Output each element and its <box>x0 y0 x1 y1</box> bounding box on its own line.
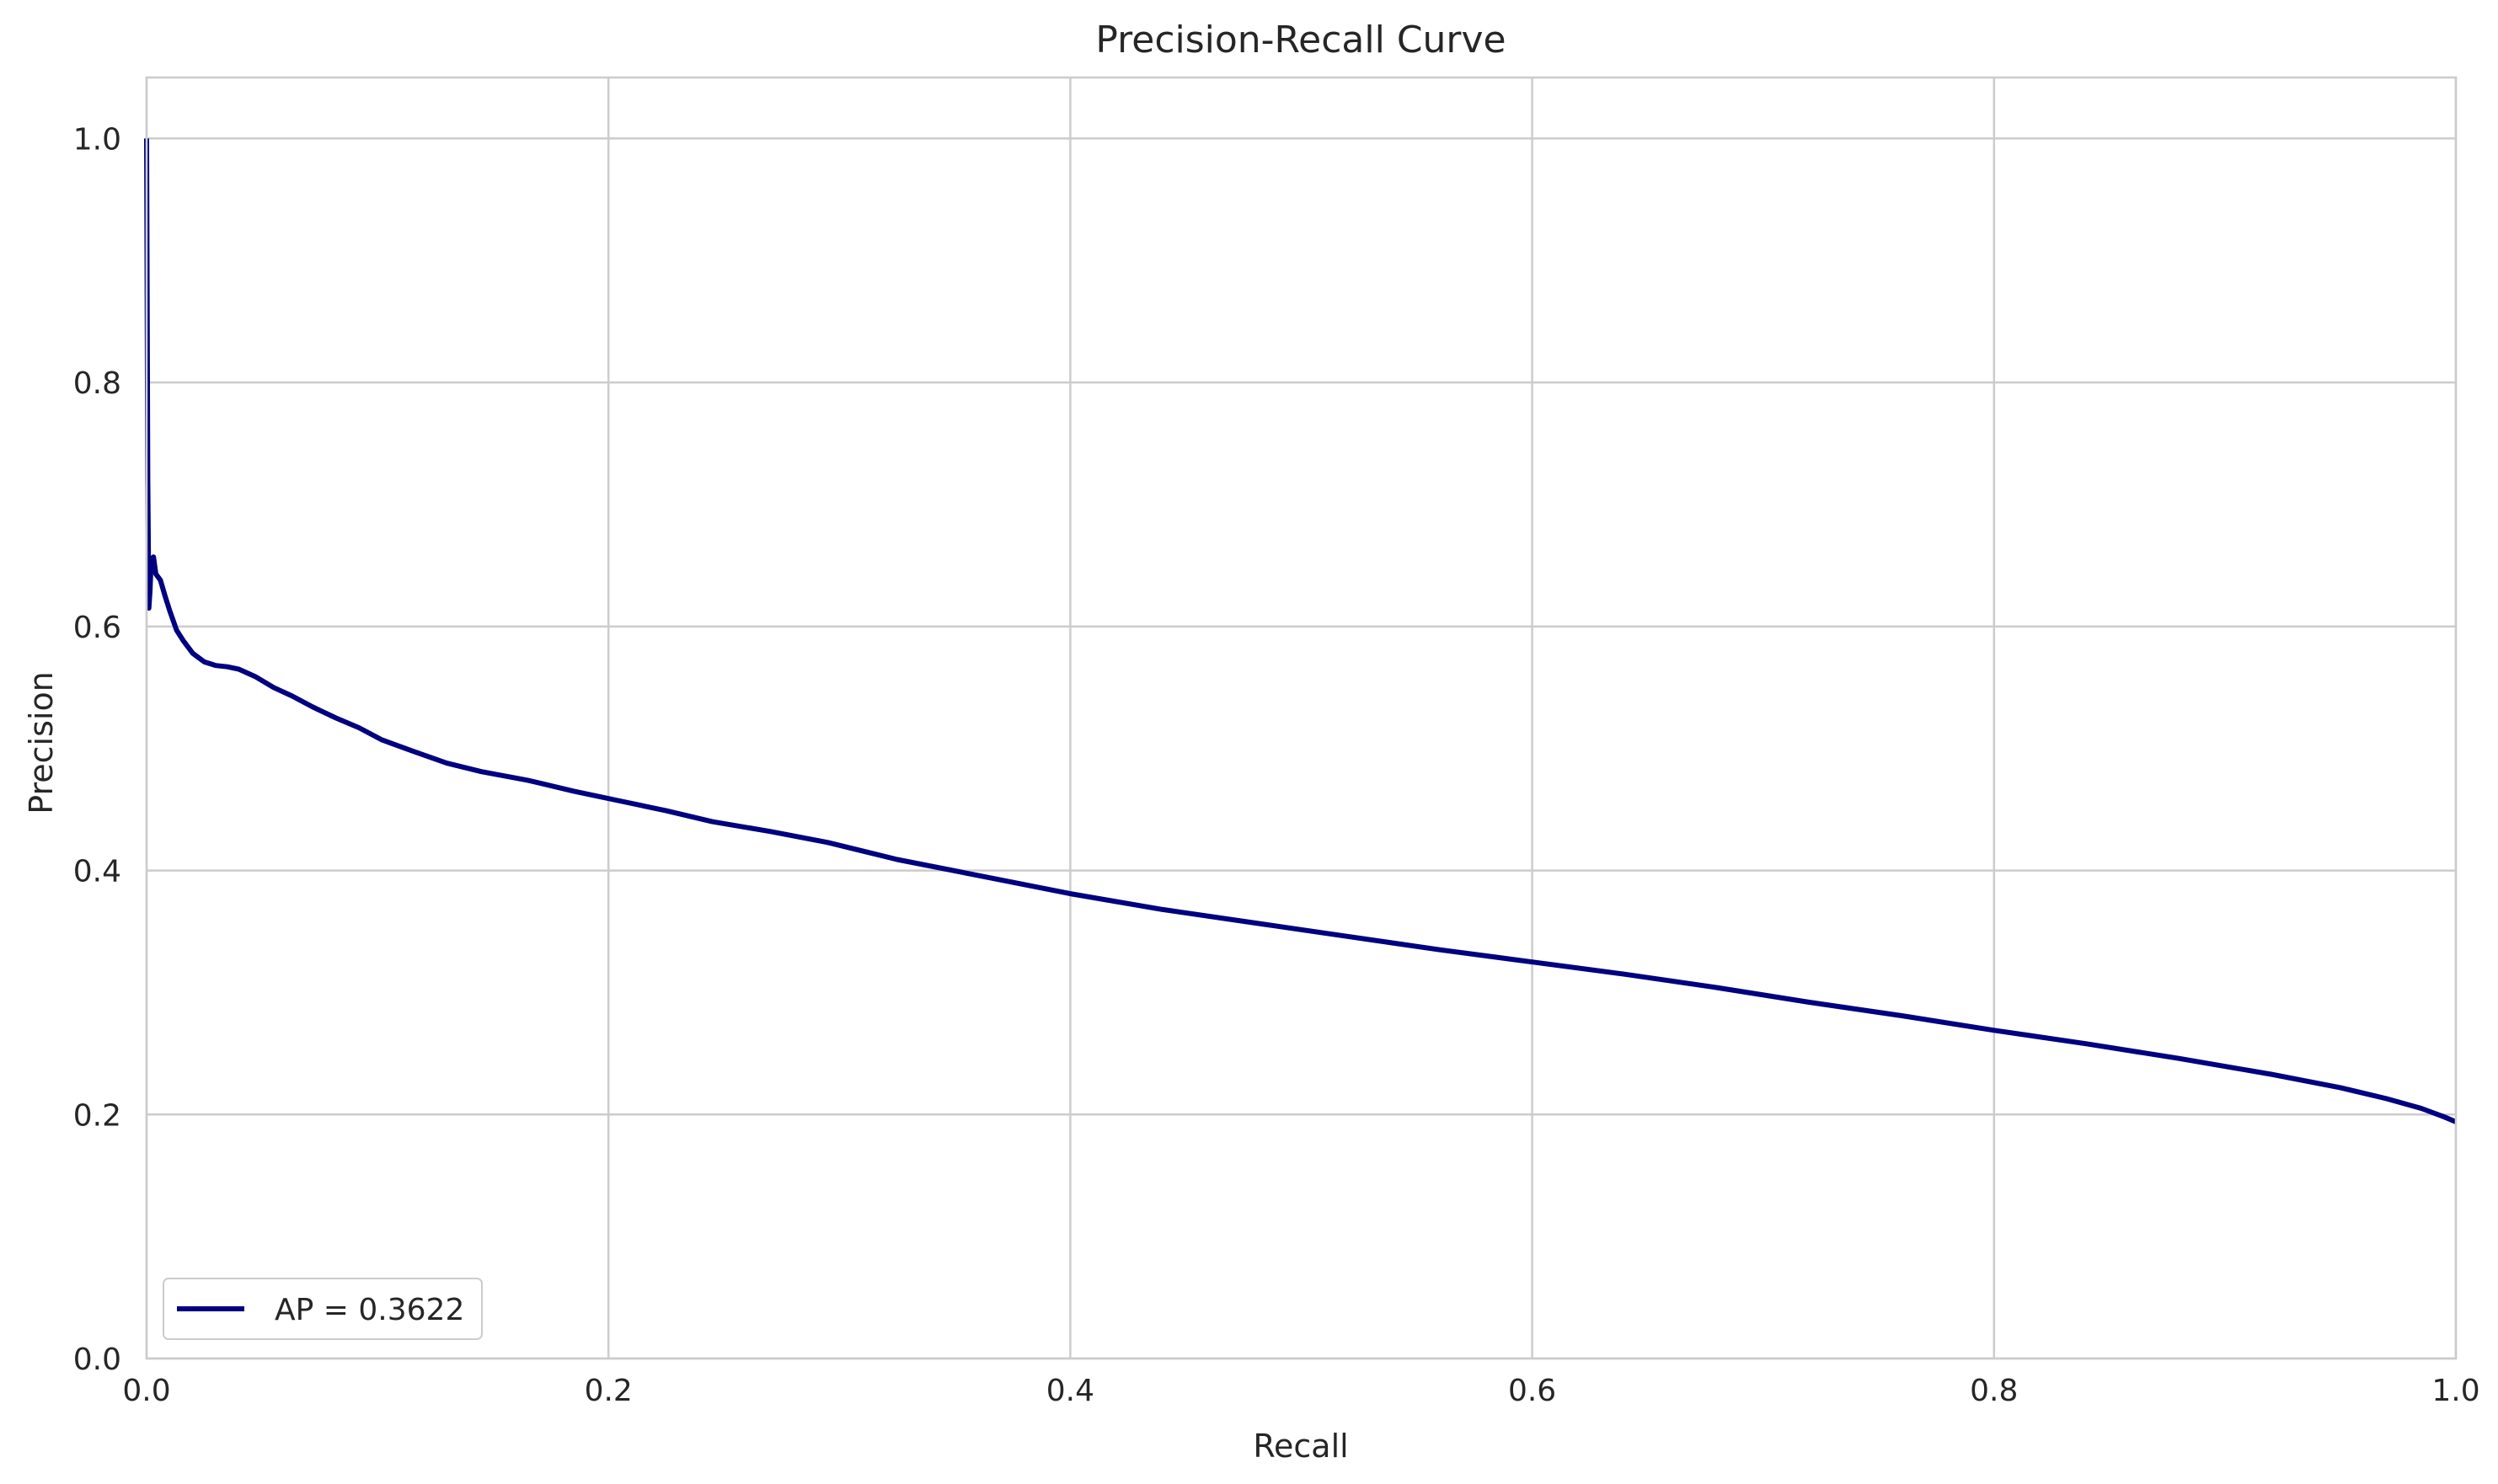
x-axis-label: Recall <box>1253 1428 1348 1465</box>
y-tick-label: 0.2 <box>73 1098 121 1133</box>
plot-frame <box>145 76 2458 1360</box>
x-tick-labels: 0.0 0.2 0.4 0.6 0.8 1.0 <box>122 1374 2479 1408</box>
x-tick-label: 0.2 <box>585 1374 633 1408</box>
legend: AP = 0.3622 <box>163 1278 483 1340</box>
plot-background <box>147 77 2456 1359</box>
legend-box <box>163 1278 483 1340</box>
x-tick-label: 1.0 <box>2431 1374 2479 1408</box>
x-tick-label: 0.6 <box>1508 1374 1556 1408</box>
precision-recall-line <box>144 138 2458 1124</box>
y-tick-labels: 0.0 0.2 0.4 0.6 0.8 1.0 <box>73 122 121 1377</box>
y-tick-label: 1.0 <box>73 122 121 157</box>
y-tick-label: 0.8 <box>73 366 121 401</box>
y-tick-label: 0.6 <box>73 611 121 645</box>
x-tick-label: 0.0 <box>122 1374 170 1408</box>
y-tick-label: 0.0 <box>73 1343 121 1377</box>
series-layer <box>144 138 2458 1124</box>
x-tick-label: 0.8 <box>1970 1374 2018 1408</box>
x-tick-label: 0.4 <box>1046 1374 1094 1408</box>
y-axis-label: Precision <box>23 671 60 814</box>
y-tick-label: 0.4 <box>73 855 121 889</box>
chart-title: Precision-Recall Curve <box>1095 19 1506 61</box>
legend-label: AP = 0.3622 <box>275 1293 464 1327</box>
